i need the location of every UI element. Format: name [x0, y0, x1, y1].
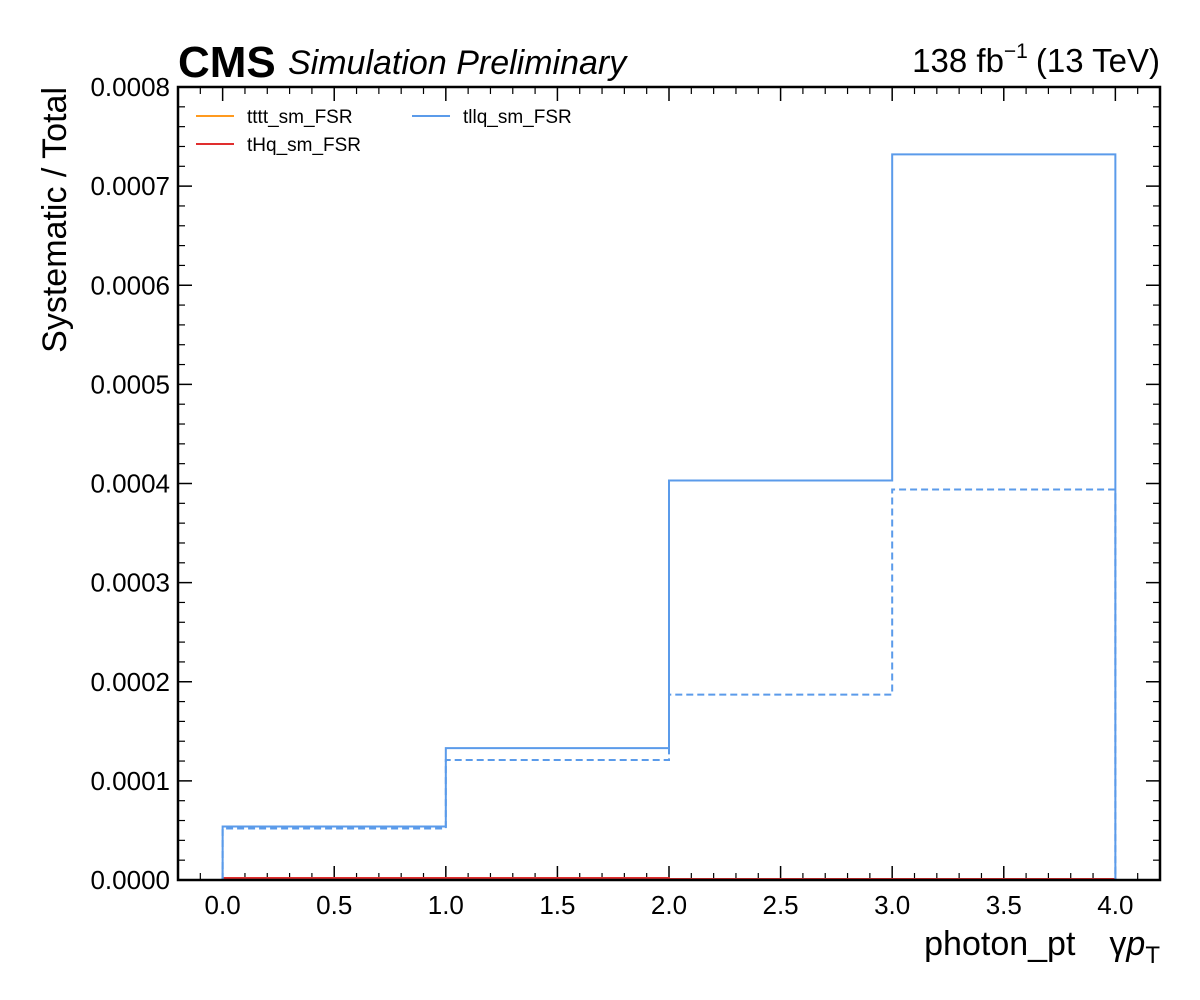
x-axis-label-sub: T	[1145, 942, 1160, 969]
legend-label-tllq-sm-FSR: tllq_sm_FSR	[463, 107, 572, 128]
x-tick-label: 2.0	[651, 890, 687, 920]
lumi-energy: (13 TeV)	[1036, 42, 1160, 79]
lumi-exponent: −1	[1004, 40, 1028, 63]
x-tick-label: 4.0	[1097, 890, 1133, 920]
legend-label-tttt-sm-FSR: tttt_sm_FSR	[247, 107, 353, 128]
x-axis-label-main: photon_pt	[924, 925, 1076, 963]
x-axis-label-gamma: γ	[1109, 925, 1126, 963]
experiment-label: CMS	[178, 38, 276, 87]
y-tick-label: 0.0007	[90, 171, 170, 201]
y-tick-label: 0.0002	[90, 667, 170, 697]
y-tick-label: 0.0004	[90, 469, 170, 499]
x-tick-label: 1.5	[539, 890, 575, 920]
y-tick-label: 0.0001	[90, 766, 170, 796]
x-axis-label: photon_pt γpT	[924, 925, 1160, 969]
y-tick-label: 0.0006	[90, 270, 170, 300]
lumi-value: 138 fb	[912, 42, 1004, 79]
y-tick-label: 0.0008	[90, 72, 170, 102]
y-tick-label: 0.0003	[90, 568, 170, 598]
x-tick-label: 3.5	[986, 890, 1022, 920]
plot-frame	[176, 85, 1162, 882]
x-axis-label-p: p	[1125, 925, 1145, 963]
x-tick-label: 1.0	[428, 890, 464, 920]
series-tllq-sm-FSR-solid	[221, 153, 1117, 880]
x-tick-label: 0.5	[316, 890, 352, 920]
legend: tttt_sm_FSR tHq_sm_FSR tllq_sm_FSR	[196, 107, 572, 156]
y-axis-label: Systematic / Total	[36, 87, 74, 353]
x-tick-label: 3.0	[874, 890, 910, 920]
x-tick-label: 2.5	[763, 890, 799, 920]
legend-label-tHq-sm-FSR: tHq_sm_FSR	[247, 135, 361, 156]
plot-area: 0.0 0.5 1.0 1.5 2.0 2.5 3.0 3.5 4.0 0.0000 0.0001 0…	[90, 72, 1161, 920]
x-tick-label: 0.0	[205, 890, 241, 920]
luminosity-label: 138 fb−1 (13 TeV)	[912, 40, 1160, 79]
y-tick-label: 0.0005	[90, 369, 170, 399]
y-tick-label: 0.0000	[90, 865, 170, 895]
status-label: Simulation Preliminary	[288, 44, 628, 82]
